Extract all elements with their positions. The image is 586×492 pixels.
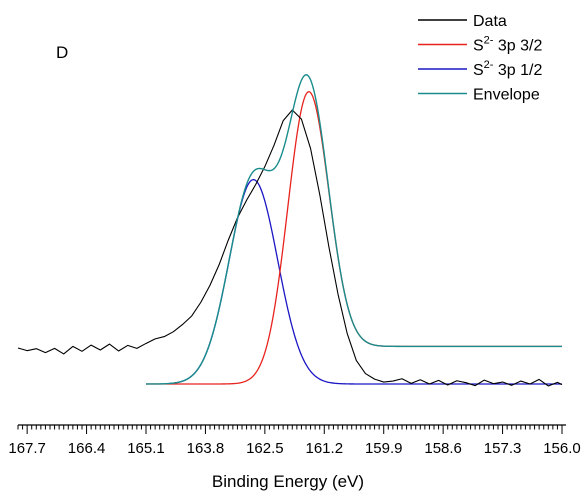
legend-label-suffix: 3p 1/2 <box>493 62 542 79</box>
series-envelope <box>146 74 562 385</box>
legend-label-suffix: 3p 3/2 <box>493 38 542 55</box>
x-tick-label: 162.5 <box>246 440 284 457</box>
series-s2-3p-1-2 <box>168 178 562 385</box>
series-s2-3p-3-2 <box>146 91 562 385</box>
x-axis: 167.7 166.4 165.1 163.8 162.5 161.2 159.9 158.6… <box>8 424 581 457</box>
x-axis-label: Binding Energy (eV) <box>212 472 364 491</box>
x-tick-label: 167.7 <box>8 440 46 457</box>
x-tick-label: 159.9 <box>365 440 403 457</box>
x-tick-label: 166.4 <box>68 440 106 457</box>
legend-item: Envelope <box>418 87 540 104</box>
legend-label-text: Envelope <box>473 87 540 104</box>
legend-item: S2- 3p 1/2 <box>418 59 542 79</box>
legend-label-text: S <box>473 62 484 79</box>
legend-label-text: Data <box>473 13 507 30</box>
legend-label: Envelope <box>473 87 540 104</box>
series-data <box>17 109 563 387</box>
legend-label: S2- 3p 1/2 <box>473 59 542 79</box>
x-tick-label: 156.0 <box>543 440 581 457</box>
x-tick-label: 161.2 <box>306 440 344 457</box>
x-tick-label: 163.8 <box>187 440 225 457</box>
panel-label: D <box>56 43 68 62</box>
x-tick-label: 158.6 <box>424 440 462 457</box>
legend-item: S2- 3p 3/2 <box>418 35 542 55</box>
legend-label-text: S <box>473 38 484 55</box>
x-tick-label: 157.3 <box>484 440 522 457</box>
x-tick-label: 165.1 <box>127 440 165 457</box>
legend-label: S2- 3p 3/2 <box>473 35 542 55</box>
legend-label: Data <box>473 13 507 30</box>
legend-item: Data <box>418 13 507 30</box>
plot-area <box>17 74 563 387</box>
legend-label-superscript: 2- <box>484 35 494 47</box>
legend-label-superscript: 2- <box>484 59 494 71</box>
